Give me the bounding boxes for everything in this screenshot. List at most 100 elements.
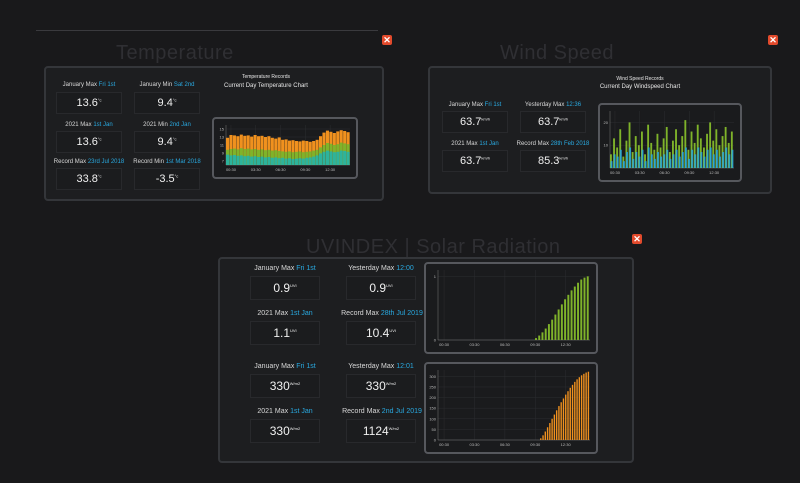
x-tick-label: 06:30	[660, 170, 671, 175]
solar-radiation-bar	[580, 375, 583, 440]
windspeed-bar	[696, 124, 699, 168]
x-tick-label: 00:30	[226, 167, 237, 172]
temperature-bar	[322, 151, 326, 165]
solar-radiation-bar	[562, 398, 565, 440]
uvindex-bar	[564, 299, 567, 340]
temperature-bar	[284, 158, 288, 165]
stat-label: Record Max 28th Feb 2018	[516, 141, 590, 147]
temperature-bar	[301, 158, 305, 165]
stat-value: 13.6°c	[76, 97, 102, 109]
chart-subtitle: Current Day Windspeed Chart	[599, 84, 681, 90]
stat-label: Yesterday Max 12:36	[524, 102, 582, 108]
windspeed-bar	[697, 147, 700, 168]
solar-radiation-bar	[571, 384, 574, 440]
windspeed-bar	[694, 154, 697, 168]
solar-radiation-bar	[553, 414, 556, 440]
windspeed-bar	[669, 158, 672, 168]
windspeed-bar	[675, 149, 678, 168]
stat-label: Yesterday Max 12:01	[348, 363, 414, 370]
stat-label: Yesterday Max 12:00	[348, 265, 414, 272]
windspeed-bar	[678, 156, 681, 168]
stat-value: 63.7km/h	[459, 116, 491, 128]
uvindex-bar	[580, 279, 583, 340]
close-icon[interactable]: ✕	[632, 234, 642, 244]
windspeed-bar	[619, 149, 622, 168]
x-tick-label: 09:30	[530, 442, 541, 447]
temperature-bar	[294, 151, 298, 165]
temperature-bar	[288, 158, 292, 165]
temperature-bar	[243, 156, 247, 165]
windspeed-bar	[691, 149, 694, 168]
temperature-bar	[315, 155, 319, 165]
uvindex-bar	[567, 294, 570, 340]
windspeed-bar	[728, 154, 731, 168]
stat-box	[346, 419, 416, 443]
solar-radiation-bar	[544, 431, 546, 440]
windspeed-bar	[619, 129, 622, 168]
windspeed-bar	[616, 156, 619, 168]
temperature-bar	[226, 154, 230, 165]
stat-label: January Min Sat 2nd	[139, 82, 195, 88]
stat-label: January Max Fri 1st	[448, 102, 502, 108]
windspeed-bar	[687, 149, 690, 168]
stat-value: 85.3km/h	[537, 155, 569, 167]
solar-radiation-bar	[549, 423, 551, 440]
uvindex-bar	[586, 276, 589, 340]
windspeed-bar	[638, 156, 641, 168]
windspeed-bar	[632, 158, 635, 168]
temperature-bar	[267, 157, 271, 165]
windspeed-bar	[644, 161, 647, 168]
windspeed-bar	[662, 138, 665, 168]
y-tick-label: 11	[220, 143, 225, 148]
windspeed-bar	[657, 152, 659, 168]
windspeed-bar	[666, 149, 669, 168]
top-divider	[36, 30, 378, 31]
stat-value: 13.6°c	[76, 136, 102, 148]
stat-label: January Max Fri 1st	[254, 265, 316, 272]
stat-box	[134, 168, 200, 190]
uvindex-bar	[538, 335, 541, 340]
windspeed-bar	[712, 154, 715, 168]
uvindex-bar	[577, 282, 580, 340]
x-tick-label: 03:30	[251, 167, 262, 172]
stat-value: 330W/m2	[269, 379, 301, 393]
chart-title: Temperature Records	[241, 74, 291, 80]
solar-radiation-bar	[574, 381, 576, 440]
stat-box	[134, 131, 200, 153]
windspeed-chart: 10 20 00:30 03:30 06:30 09:30 12:30	[598, 103, 742, 182]
windspeed-bar	[610, 161, 613, 168]
windspeed-bar	[700, 152, 703, 168]
temperature-chart: 7 9 11 13 15 00:30 03:30 06:30 09:30 12:30	[212, 117, 358, 179]
windspeed-bar	[650, 154, 653, 168]
y-tick-label: 300	[429, 374, 436, 379]
stat-value: 0.9UVI	[369, 281, 393, 295]
windspeed-bar	[715, 129, 718, 168]
uvindex-bar	[560, 304, 563, 340]
temperature-bar	[325, 150, 329, 165]
uv-section-title: UVINDEX | Solar Radiation	[306, 236, 561, 258]
close-icon[interactable]: ✕	[382, 35, 392, 45]
x-tick-label: 12:30	[709, 170, 720, 175]
stat-label: 2021 Max 1st Jan	[257, 310, 313, 317]
solar-radiation-bar	[578, 377, 581, 440]
temperature-bar	[332, 152, 336, 165]
x-tick-label: 03:30	[469, 442, 480, 447]
temperature-bar	[263, 157, 267, 165]
y-tick-label: 1	[434, 274, 437, 279]
temperature-bar	[281, 157, 285, 165]
uvindex-bar	[554, 314, 557, 340]
x-tick-label: 00:30	[439, 442, 450, 447]
stat-value: 330W/m2	[269, 424, 301, 438]
temperature-bar	[257, 157, 261, 165]
stat-box	[56, 168, 122, 190]
close-icon[interactable]: ✕	[768, 35, 778, 45]
stat-box	[250, 276, 320, 300]
windspeed-bar	[724, 126, 727, 168]
y-tick-label: 250	[429, 384, 436, 389]
temperature-bar	[260, 156, 264, 165]
stat-value: 330W/m2	[365, 379, 397, 393]
windspeed-bar	[709, 122, 712, 168]
stat-value: 1124W/m2	[362, 424, 400, 438]
windspeed-bar	[660, 156, 663, 168]
windspeed-bar	[628, 122, 631, 168]
